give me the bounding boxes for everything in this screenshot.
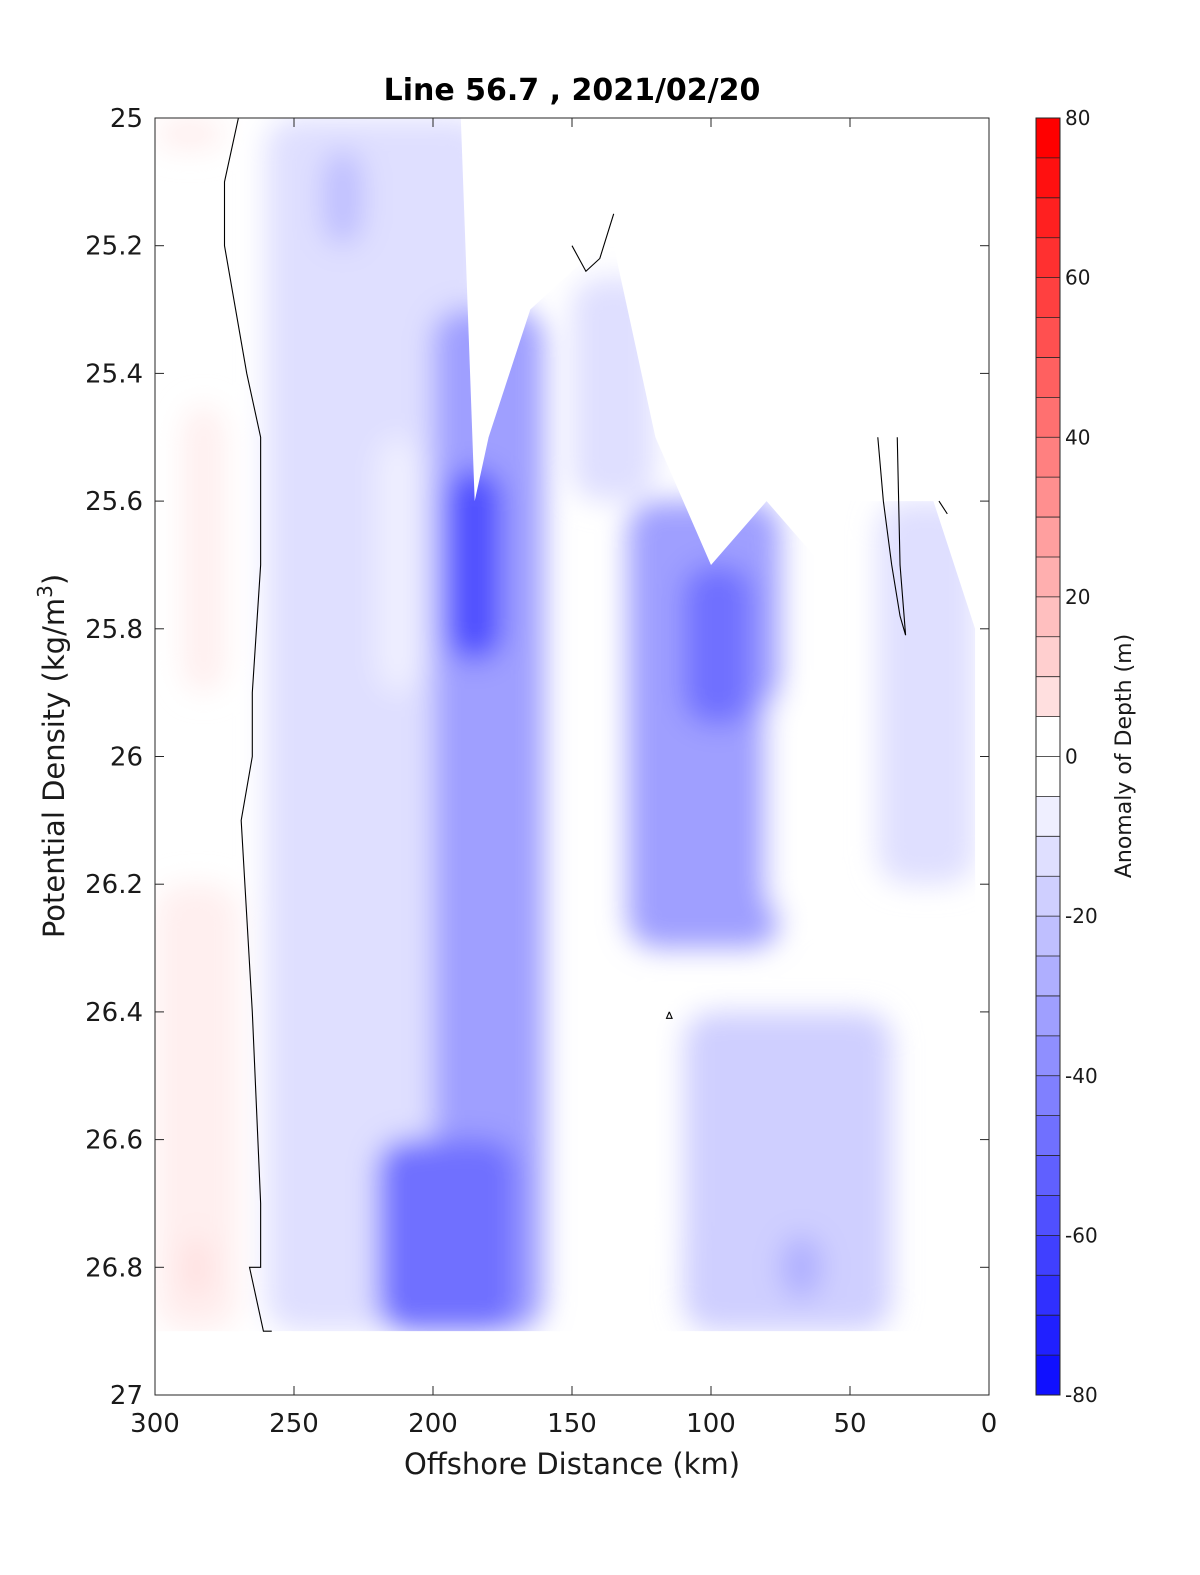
colorbar-segment (1036, 1155, 1060, 1196)
colorbar-segment (1036, 357, 1060, 398)
anomaly-region-8 (446, 469, 503, 661)
anomaly-region-14 (766, 692, 809, 917)
y-axis-label-superscript: 3 (33, 585, 57, 598)
colorbar-segment (1036, 397, 1060, 438)
x-axis-ticks: 300 250 200 150 100 50 0 (130, 118, 997, 1439)
colorbar-tick-label: 0 (1065, 745, 1078, 769)
zero-contour-3 (938, 500, 948, 515)
x-tick-label: 250 (269, 1409, 319, 1439)
zero-contour-lines (223, 118, 948, 1332)
y-tick-label: 26.4 (85, 998, 143, 1028)
anomaly-region-0 (155, 118, 225, 150)
colorbar-segment (1036, 1235, 1060, 1276)
y-axis-label: Potential Density (kg/m3) (33, 574, 71, 938)
colorbar-tick-label: -60 (1065, 1223, 1098, 1247)
colorbar-segment (1036, 716, 1060, 757)
anomaly-field (155, 118, 976, 1332)
colorbar-segment (1036, 1355, 1060, 1396)
y-tick-label: 26 (110, 743, 143, 773)
anomaly-region-1 (182, 405, 225, 693)
colorbar-segment (1036, 1195, 1060, 1236)
colorbar-segment (1036, 157, 1060, 199)
colorbar-segment (1036, 1275, 1060, 1316)
y-tick-label: 25.8 (85, 615, 143, 645)
anomaly-region-12 (683, 564, 753, 725)
colorbar-tick-label: -40 (1065, 1064, 1098, 1088)
x-tick-label: 300 (130, 1409, 180, 1439)
y-tick-label: 26.2 (85, 870, 143, 900)
colorbar-segment (1036, 437, 1060, 478)
colorbar-segment (1036, 1315, 1060, 1356)
colorbar-segment (1036, 796, 1060, 837)
anomaly-region-3 (182, 1235, 211, 1300)
colorbar-label: Anomaly of Depth (m) (1112, 634, 1137, 878)
colorbar-segment (1036, 1115, 1060, 1157)
colorbar-segment (1036, 916, 1060, 957)
colorbar-tick-label: 40 (1065, 425, 1090, 449)
colorbar-segment (1036, 1075, 1060, 1117)
colorbar-segment (1036, 517, 1060, 558)
colorbar-segment (1036, 596, 1060, 638)
y-axis-label-main: Potential Density (kg/m (37, 598, 71, 938)
colorbar-segment (1036, 636, 1060, 678)
x-tick-label: 100 (686, 1409, 736, 1439)
x-tick-label: 0 (981, 1409, 998, 1439)
colorbar-tick-label: -80 (1065, 1383, 1098, 1407)
colorbar-segment (1036, 556, 1060, 598)
colorbar-segment (1036, 1035, 1060, 1077)
zero-contour-2 (877, 437, 907, 636)
anomaly-region-6 (377, 437, 420, 693)
y-axis-label-close: ) (37, 574, 71, 585)
x-tick-label: 200 (408, 1409, 458, 1439)
colorbar-tick-label: -20 (1065, 904, 1098, 928)
colorbar (1035, 117, 1061, 1396)
colorbar-segment (1036, 995, 1060, 1037)
y-tick-label: 25 (110, 104, 143, 134)
anomaly-region-2 (155, 884, 239, 1332)
anomaly-region-9 (377, 1139, 517, 1332)
colorbar-tick-label: 80 (1065, 106, 1090, 130)
colorbar-segment (1036, 876, 1060, 917)
y-tick-label: 25.2 (85, 232, 143, 262)
y-tick-label: 27 (110, 1381, 143, 1411)
colorbar-tick-label: 60 (1065, 266, 1090, 290)
x-tick-label: 50 (833, 1409, 866, 1439)
colorbar-ticks: 80 60 40 20 0 -20 -40 -60 -80 (1065, 106, 1098, 1407)
colorbar-segment (1036, 956, 1060, 997)
zero-contour-4 (665, 1011, 673, 1019)
anomaly-region-16 (683, 1011, 892, 1332)
colorbar-frame (1035, 117, 1061, 1396)
y-tick-label: 25.4 (85, 359, 143, 389)
y-tick-label: 26.6 (85, 1126, 143, 1156)
chart-title: Line 56.7 , 2021/02/20 (384, 73, 761, 108)
colorbar-segment (1036, 118, 1060, 159)
colorbar-segment (1036, 317, 1060, 358)
colorbar-tick-label: 20 (1065, 585, 1090, 609)
colorbar-segment (1036, 237, 1060, 279)
x-axis-label: Offshore Distance (km) (404, 1447, 740, 1481)
anomaly-region-5 (321, 149, 364, 246)
colorbar-segment (1036, 676, 1060, 718)
y-tick-label: 25.6 (85, 487, 143, 517)
colorbar-segment (1036, 277, 1060, 319)
zero-contour-1 (571, 213, 615, 273)
zero-contour-0 (223, 118, 272, 1332)
x-tick-label: 150 (547, 1409, 597, 1439)
colorbar-segment (1036, 197, 1060, 239)
colorbar-segment (1036, 756, 1060, 797)
colorbar-segment (1036, 477, 1060, 518)
y-axis-ticks: 25 25.2 25.4 25.6 25.8 26 26.2 26.4 26.6 26.8 27 (85, 104, 989, 1411)
anomaly-region-17 (780, 1235, 823, 1300)
y-tick-label: 26.8 (85, 1253, 143, 1283)
colorbar-segment (1036, 836, 1060, 877)
